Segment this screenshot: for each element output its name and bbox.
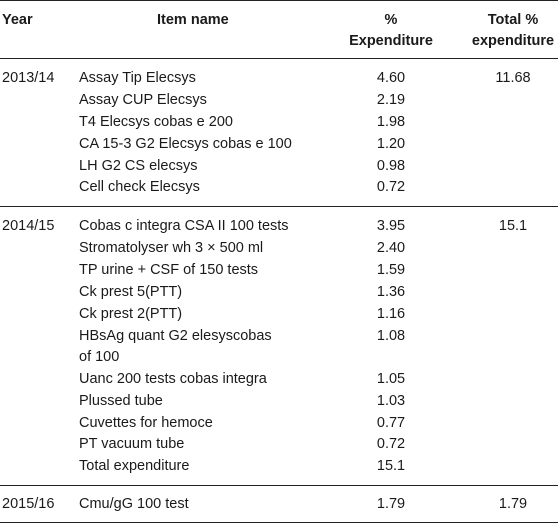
- table-row-pct: 1.59: [376, 262, 406, 278]
- group-total: 11.68: [495, 70, 531, 86]
- table-row-item: CA 15-3 G2 Elecsys cobas e 100: [79, 136, 292, 152]
- table-row-pct: 4.60: [376, 70, 406, 86]
- table-row-pct: 1.16: [376, 306, 406, 322]
- table-row-item: Assay Tip Elecsys: [79, 70, 196, 86]
- table-row-item-continued: of 100: [79, 349, 120, 365]
- header-bottom-rule: [0, 58, 558, 59]
- table-row-pct: 0.98: [376, 158, 406, 174]
- table-row-pct: 1.08: [376, 328, 406, 344]
- table-row-item: Uanc 200 tests cobas integra: [79, 371, 267, 387]
- table-row-pct: 3.95: [376, 218, 406, 234]
- header-total-line1: Total %: [487, 12, 539, 28]
- header-total-line2: expenditure: [471, 33, 555, 49]
- table-row-item: Cmu/gG 100 test: [79, 496, 189, 512]
- table-row-item: Cobas c integra CSA II 100 tests: [79, 218, 289, 234]
- table-row-item: T4 Elecsys cobas e 200: [79, 114, 233, 130]
- table-top-rule: [0, 0, 558, 1]
- table-row-pct: 1.98: [376, 114, 406, 130]
- table-row-pct: 1.03: [376, 393, 406, 409]
- table-row-item: LH G2 CS elecsys: [79, 158, 198, 174]
- table-row-pct: 1.05: [376, 371, 406, 387]
- table-row-item: HBsAg quant G2 elesyscobas: [79, 328, 272, 344]
- table-row-pct: 1.79: [376, 496, 406, 512]
- table-row-item: PT vacuum tube: [79, 436, 185, 452]
- table-row-item: Cuvettes for hemoce: [79, 415, 213, 431]
- table-row-pct: 0.72: [376, 179, 406, 195]
- table-row-item: Stromatolyser wh 3 × 500 ml: [79, 240, 264, 256]
- table-row-item: Ck prest 2(PTT): [79, 306, 183, 322]
- table-bottom-rule: [0, 522, 558, 523]
- table-row-item: Plussed tube: [79, 393, 163, 409]
- table-row-pct: 0.77: [376, 415, 406, 431]
- table-row-item: Ck prest 5(PTT): [79, 284, 183, 300]
- table-row-pct: 1.20: [376, 136, 406, 152]
- group-year: 2014/15: [2, 218, 55, 234]
- table-row-pct: 2.19: [376, 92, 406, 108]
- group-year: 2015/16: [2, 496, 55, 512]
- header-item-name: Item name: [157, 12, 229, 28]
- table-row-pct: 0.72: [376, 436, 406, 452]
- header-pct-expenditure-line1: %: [384, 12, 398, 28]
- group-total: 1.79: [498, 496, 528, 512]
- table-row-pct: 1.36: [376, 284, 406, 300]
- group-divider-rule: [0, 485, 558, 486]
- group-divider-rule: [0, 206, 558, 207]
- table-row-item: Cell check Elecsys: [79, 179, 200, 195]
- group-year: 2013/14: [2, 70, 55, 86]
- table-row-item: Total expenditure: [79, 458, 190, 474]
- header-pct-expenditure-line2: Expenditure: [349, 33, 433, 49]
- table-row-pct: 2.40: [376, 240, 406, 256]
- table-row-item: Assay CUP Elecsys: [79, 92, 207, 108]
- header-year: Year: [2, 12, 33, 28]
- table-row-item: TP urine + CSF of 150 tests: [79, 262, 259, 278]
- table-row-pct: 15.1: [376, 458, 406, 474]
- group-total: 15.1: [498, 218, 528, 234]
